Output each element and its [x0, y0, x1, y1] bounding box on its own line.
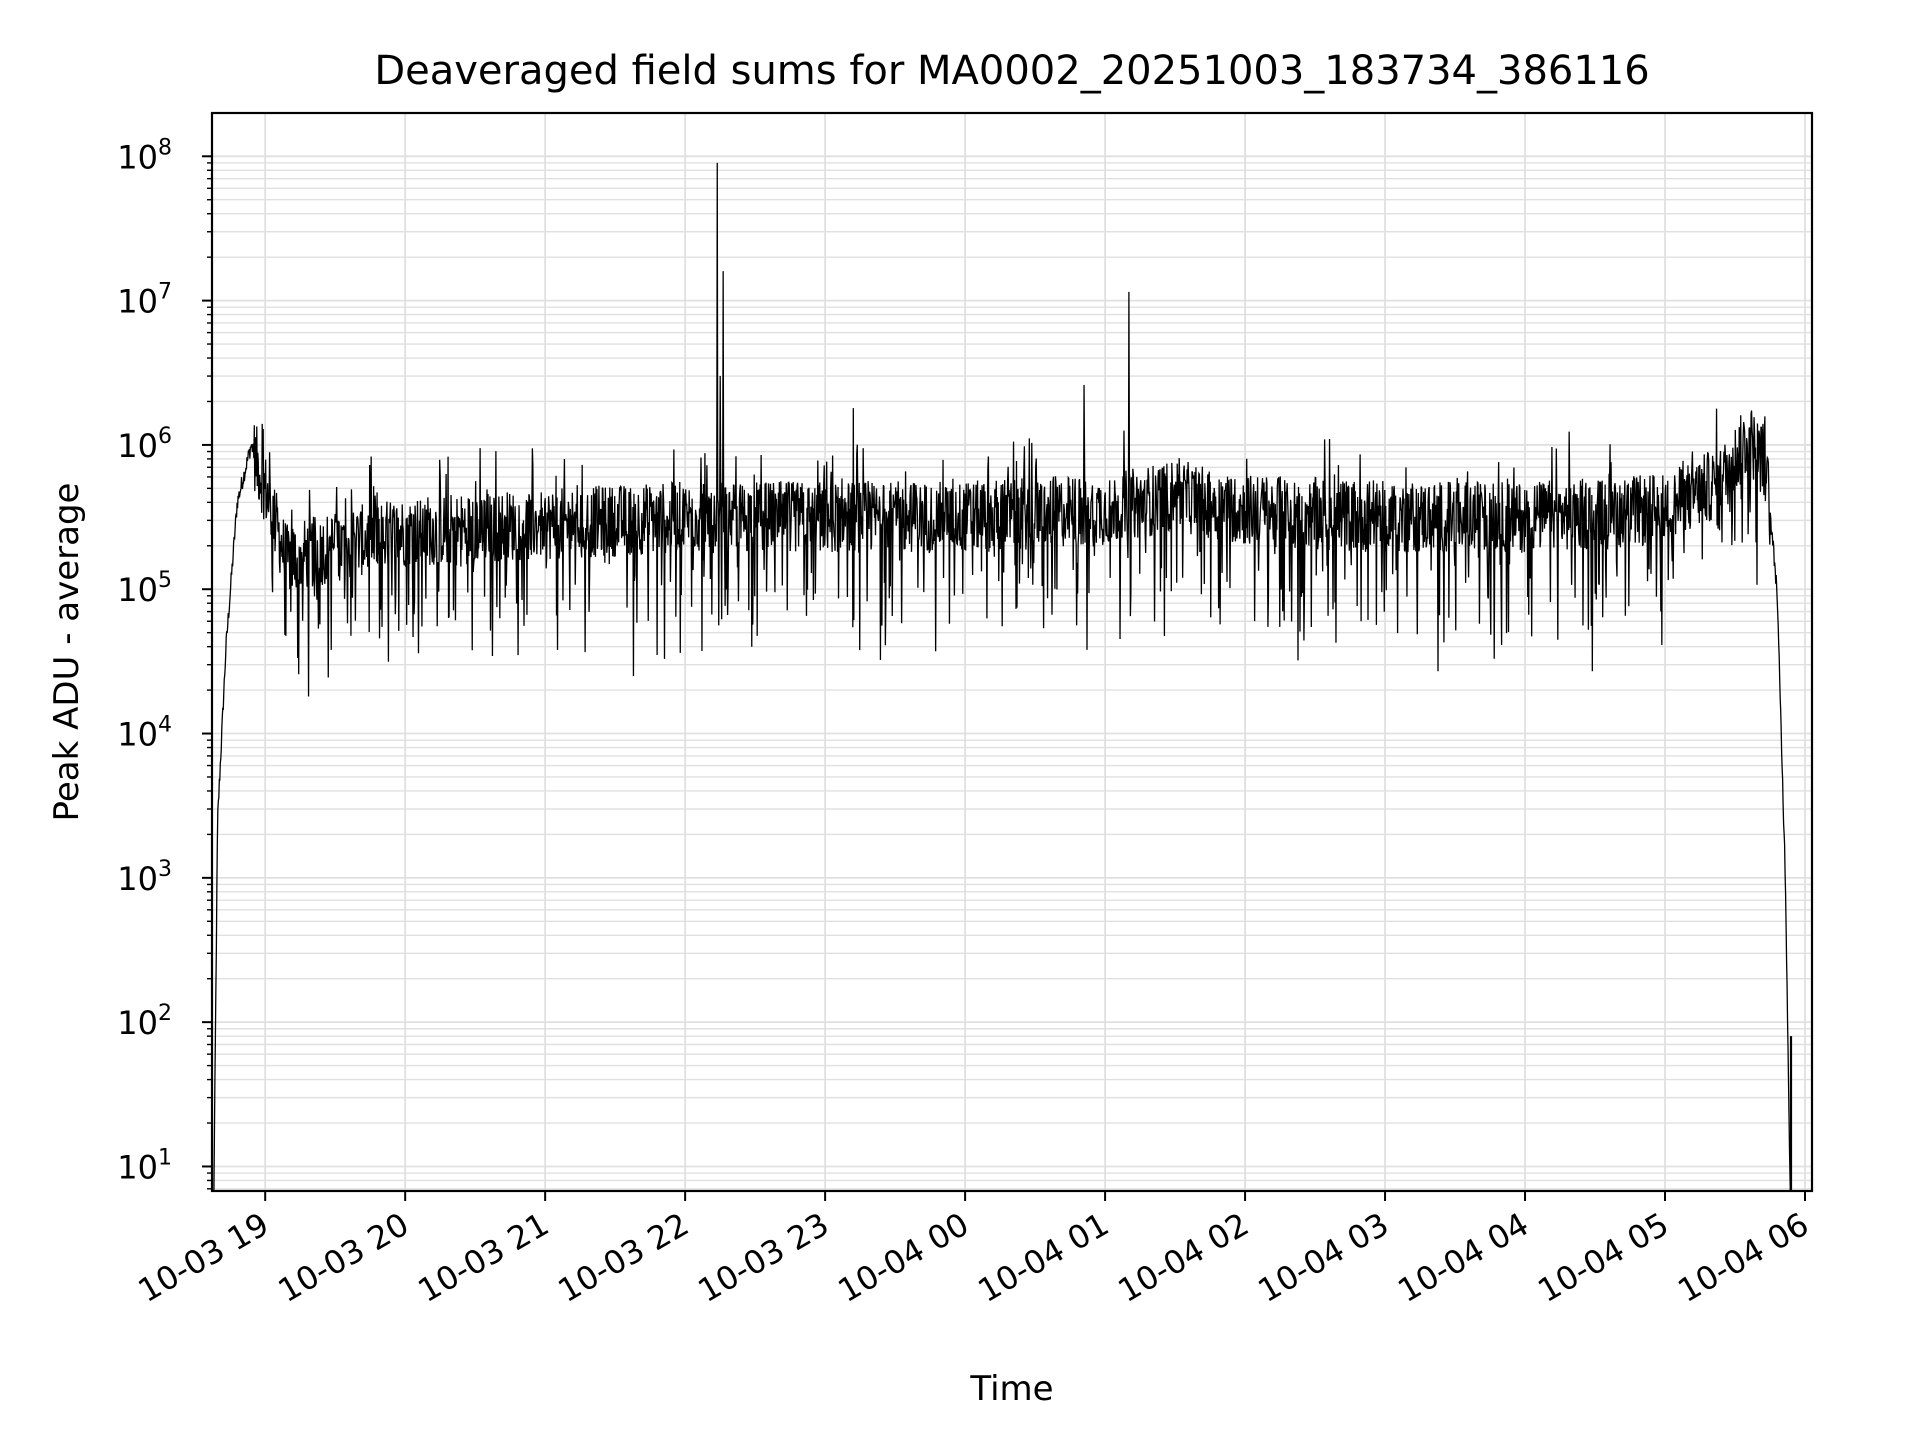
grid-lines [212, 113, 1812, 1191]
y-axis: 101 102 103 104 105 106 107 108 [117, 135, 212, 1190]
x-tick-label: 10-04 06 [1671, 1205, 1815, 1310]
plot-frame [210, 111, 1814, 1193]
y-tick-label: 108 [117, 135, 172, 176]
y-tick-label: 105 [117, 568, 172, 609]
x-tick-label: 10-04 01 [971, 1205, 1115, 1310]
x-tick-label: 10-03 23 [692, 1205, 836, 1310]
data-series [213, 162, 1793, 1191]
chart-title: Deaveraged field sums for MA0002_2025100… [374, 48, 1649, 94]
x-tick-label: 10-04 00 [832, 1205, 976, 1310]
x-tick-label: 10-04 03 [1251, 1205, 1395, 1310]
y-tick-label: 103 [117, 857, 172, 898]
y-tick-label: 101 [117, 1145, 172, 1186]
y-tick-label: 102 [117, 1001, 172, 1042]
series-line [213, 162, 1791, 1191]
y-axis-title: Peak ADU - average [47, 483, 87, 822]
x-tick-label: 10-03 21 [412, 1205, 556, 1310]
x-tick-label: 10-03 19 [132, 1205, 276, 1310]
x-tick-label: 10-04 05 [1531, 1205, 1675, 1310]
x-tick-label: 10-03 22 [552, 1205, 696, 1310]
x-tick-label: 10-03 20 [272, 1205, 416, 1310]
x-tick-label: 10-04 04 [1391, 1205, 1535, 1310]
y-tick-label: 106 [117, 424, 172, 465]
y-tick-label: 107 [117, 280, 172, 321]
x-axis-title: Time [969, 1369, 1053, 1409]
x-tick-label: 10-04 02 [1111, 1205, 1255, 1310]
y-tick-label: 104 [117, 713, 172, 754]
